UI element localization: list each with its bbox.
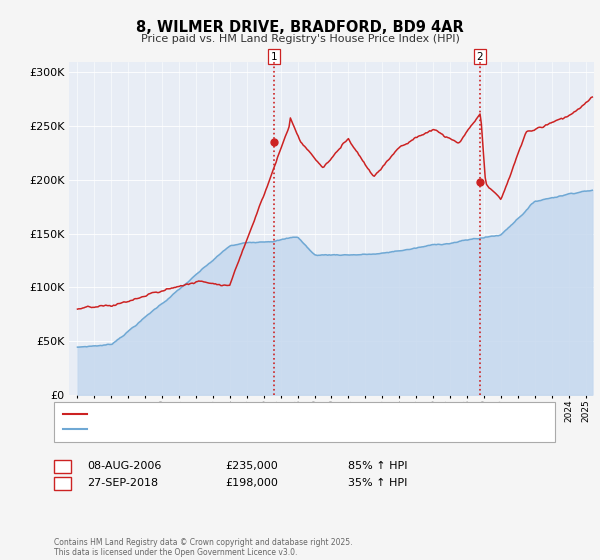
Text: 35% ↑ HPI: 35% ↑ HPI xyxy=(348,478,407,488)
Text: Contains HM Land Registry data © Crown copyright and database right 2025.
This d: Contains HM Land Registry data © Crown c… xyxy=(54,538,353,557)
Text: 1: 1 xyxy=(59,461,66,471)
Text: 8, WILMER DRIVE, BRADFORD, BD9 4AR: 8, WILMER DRIVE, BRADFORD, BD9 4AR xyxy=(136,20,464,35)
Text: 08-AUG-2006: 08-AUG-2006 xyxy=(87,461,161,471)
Text: 85% ↑ HPI: 85% ↑ HPI xyxy=(348,461,407,471)
Text: 2: 2 xyxy=(59,478,66,488)
Text: HPI: Average price, semi-detached house, Bradford: HPI: Average price, semi-detached house,… xyxy=(94,424,344,434)
Text: £235,000: £235,000 xyxy=(225,461,278,471)
Text: 2: 2 xyxy=(476,52,483,62)
Text: 8, WILMER DRIVE, BRADFORD, BD9 4AR (semi-detached house): 8, WILMER DRIVE, BRADFORD, BD9 4AR (semi… xyxy=(94,409,406,419)
Text: £198,000: £198,000 xyxy=(225,478,278,488)
Text: 1: 1 xyxy=(271,52,277,62)
Text: Price paid vs. HM Land Registry's House Price Index (HPI): Price paid vs. HM Land Registry's House … xyxy=(140,34,460,44)
Text: 27-SEP-2018: 27-SEP-2018 xyxy=(87,478,158,488)
